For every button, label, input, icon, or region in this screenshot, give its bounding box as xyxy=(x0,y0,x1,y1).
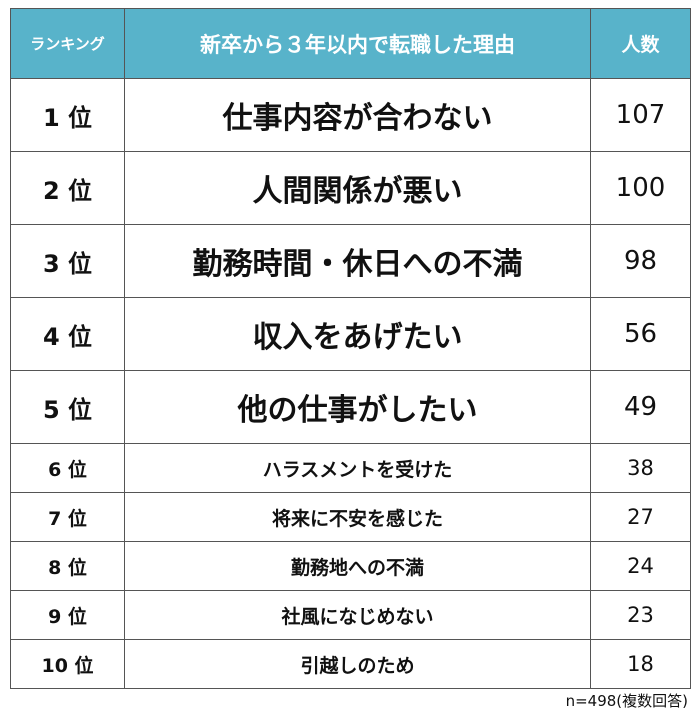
rank-cell: 10 位 xyxy=(10,639,125,689)
reason-cell: 人間関係が悪い xyxy=(124,151,591,225)
header-reason: 新卒から３年以内で転職した理由 xyxy=(124,8,591,79)
reason-cell: 将来に不安を感じた xyxy=(124,492,591,542)
rank-cell: 9 位 xyxy=(10,590,125,640)
table-row: 8 位 勤務地への不満 24 xyxy=(10,541,691,591)
rank-cell: 7 位 xyxy=(10,492,125,542)
count-cell: 23 xyxy=(590,590,691,640)
rank-cell: 6 位 xyxy=(10,443,125,493)
ranking-table: ランキング 新卒から３年以内で転職した理由 人数 1 位 仕事内容が合わない 1… xyxy=(10,8,691,689)
rank-cell: 1 位 xyxy=(10,78,125,152)
table-row: 4 位 収入をあげたい 56 xyxy=(10,297,691,371)
table-row: 9 位 社風になじめない 23 xyxy=(10,590,691,640)
rank-cell: 5 位 xyxy=(10,370,125,444)
reason-cell: 仕事内容が合わない xyxy=(124,78,591,152)
reason-cell: 収入をあげたい xyxy=(124,297,591,371)
table-row: 3 位 勤務時間・休日への不満 98 xyxy=(10,224,691,298)
table-row: 5 位 他の仕事がしたい 49 xyxy=(10,370,691,444)
rank-cell: 8 位 xyxy=(10,541,125,591)
header-row: ランキング 新卒から３年以内で転職した理由 人数 xyxy=(10,8,691,79)
header-rank: ランキング xyxy=(10,8,125,79)
count-cell: 56 xyxy=(590,297,691,371)
reason-cell: 引越しのため xyxy=(124,639,591,689)
count-cell: 38 xyxy=(590,443,691,493)
header-count: 人数 xyxy=(590,8,691,79)
reason-cell: 勤務地への不満 xyxy=(124,541,591,591)
count-cell: 98 xyxy=(590,224,691,298)
table-row: 10 位 引越しのため 18 xyxy=(10,639,691,689)
count-cell: 24 xyxy=(590,541,691,591)
count-cell: 27 xyxy=(590,492,691,542)
count-cell: 107 xyxy=(590,78,691,152)
table-row: 7 位 将来に不安を感じた 27 xyxy=(10,492,691,542)
sample-size-note: n=498(複数回答) xyxy=(565,692,688,710)
count-cell: 18 xyxy=(590,639,691,689)
count-cell: 49 xyxy=(590,370,691,444)
table-row: 1 位 仕事内容が合わない 107 xyxy=(10,78,691,152)
count-cell: 100 xyxy=(590,151,691,225)
reason-cell: 勤務時間・休日への不満 xyxy=(124,224,591,298)
reason-cell: 社風になじめない xyxy=(124,590,591,640)
rank-cell: 2 位 xyxy=(10,151,125,225)
reason-cell: 他の仕事がしたい xyxy=(124,370,591,444)
reason-cell: ハラスメントを受けた xyxy=(124,443,591,493)
table-row: 2 位 人間関係が悪い 100 xyxy=(10,151,691,225)
rank-cell: 4 位 xyxy=(10,297,125,371)
table-row: 6 位 ハラスメントを受けた 38 xyxy=(10,443,691,493)
rank-cell: 3 位 xyxy=(10,224,125,298)
